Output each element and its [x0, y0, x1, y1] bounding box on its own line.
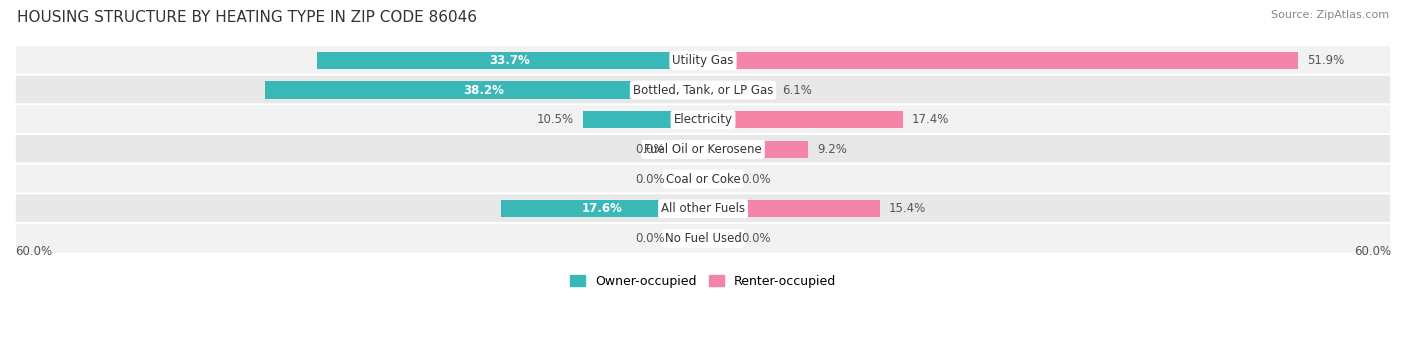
FancyBboxPatch shape	[15, 104, 1391, 135]
Text: HOUSING STRUCTURE BY HEATING TYPE IN ZIP CODE 86046: HOUSING STRUCTURE BY HEATING TYPE IN ZIP…	[17, 10, 477, 25]
Bar	[675, 141, 703, 158]
Text: All other Fuels: All other Fuels	[661, 202, 745, 215]
Text: 0.0%: 0.0%	[636, 232, 665, 245]
Text: 17.4%: 17.4%	[911, 113, 949, 126]
Bar	[703, 52, 1298, 69]
Text: 9.2%: 9.2%	[818, 143, 848, 156]
Text: 0.0%: 0.0%	[636, 173, 665, 186]
Text: Utility Gas: Utility Gas	[672, 54, 734, 67]
Text: 60.0%: 60.0%	[1354, 245, 1391, 258]
FancyBboxPatch shape	[15, 223, 1391, 254]
Text: 10.5%: 10.5%	[536, 113, 574, 126]
Bar	[703, 141, 808, 158]
Text: Bottled, Tank, or LP Gas: Bottled, Tank, or LP Gas	[633, 84, 773, 97]
Text: Coal or Coke: Coal or Coke	[665, 173, 741, 186]
Bar	[703, 200, 880, 217]
FancyBboxPatch shape	[15, 193, 1391, 224]
Bar	[703, 82, 773, 99]
FancyBboxPatch shape	[15, 164, 1391, 194]
Bar	[264, 82, 703, 99]
Text: 15.4%: 15.4%	[889, 202, 927, 215]
Text: 51.9%: 51.9%	[1308, 54, 1344, 67]
Bar	[675, 230, 703, 247]
Text: Fuel Oil or Kerosene: Fuel Oil or Kerosene	[644, 143, 762, 156]
Bar	[703, 170, 731, 188]
Text: No Fuel Used: No Fuel Used	[665, 232, 741, 245]
FancyBboxPatch shape	[15, 75, 1391, 105]
Text: 60.0%: 60.0%	[15, 245, 52, 258]
Text: 6.1%: 6.1%	[782, 84, 813, 97]
Text: Source: ZipAtlas.com: Source: ZipAtlas.com	[1271, 10, 1389, 20]
Bar	[501, 200, 703, 217]
Bar	[316, 52, 703, 69]
Legend: Owner-occupied, Renter-occupied: Owner-occupied, Renter-occupied	[565, 270, 841, 293]
Text: Electricity: Electricity	[673, 113, 733, 126]
FancyBboxPatch shape	[15, 45, 1391, 76]
Text: 0.0%: 0.0%	[741, 173, 770, 186]
Text: 0.0%: 0.0%	[636, 143, 665, 156]
Text: 0.0%: 0.0%	[741, 232, 770, 245]
FancyBboxPatch shape	[15, 134, 1391, 165]
Bar	[703, 111, 903, 129]
Bar	[675, 170, 703, 188]
Bar	[703, 230, 731, 247]
Text: 33.7%: 33.7%	[489, 54, 530, 67]
Text: 17.6%: 17.6%	[582, 202, 623, 215]
Text: 38.2%: 38.2%	[464, 84, 505, 97]
Bar	[582, 111, 703, 129]
